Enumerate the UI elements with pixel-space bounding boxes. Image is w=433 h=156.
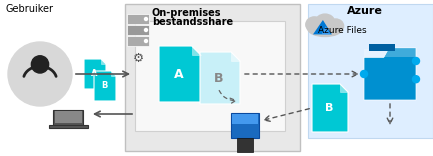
FancyBboxPatch shape <box>55 111 81 123</box>
Polygon shape <box>231 52 240 61</box>
Polygon shape <box>369 44 395 51</box>
Text: bestandsshare: bestandsshare <box>152 17 233 27</box>
FancyBboxPatch shape <box>48 125 87 128</box>
Polygon shape <box>200 52 240 104</box>
Text: Azure: Azure <box>347 6 383 16</box>
Text: On-premises: On-premises <box>152 8 222 18</box>
Circle shape <box>8 42 72 106</box>
Text: ⚙: ⚙ <box>132 52 144 65</box>
Circle shape <box>413 58 420 64</box>
Circle shape <box>413 76 420 83</box>
Text: A: A <box>174 68 184 80</box>
Ellipse shape <box>306 17 323 32</box>
Polygon shape <box>364 48 416 100</box>
FancyBboxPatch shape <box>231 113 259 138</box>
Circle shape <box>31 56 48 73</box>
Polygon shape <box>101 59 106 64</box>
FancyBboxPatch shape <box>53 110 83 125</box>
Text: A: A <box>91 70 97 78</box>
FancyBboxPatch shape <box>232 114 258 124</box>
Polygon shape <box>313 20 332 34</box>
Text: Azure Files: Azure Files <box>318 26 367 35</box>
FancyBboxPatch shape <box>308 4 433 138</box>
Polygon shape <box>111 71 116 76</box>
Polygon shape <box>340 84 348 92</box>
Text: B: B <box>214 71 224 85</box>
Polygon shape <box>94 71 116 101</box>
Polygon shape <box>84 59 106 89</box>
Text: B: B <box>325 103 333 113</box>
Ellipse shape <box>316 14 335 29</box>
Circle shape <box>145 29 148 32</box>
Circle shape <box>361 71 368 78</box>
FancyBboxPatch shape <box>236 138 253 152</box>
Ellipse shape <box>328 19 344 33</box>
Polygon shape <box>364 49 416 57</box>
FancyBboxPatch shape <box>127 36 149 46</box>
Ellipse shape <box>308 21 342 37</box>
FancyBboxPatch shape <box>125 4 300 151</box>
Polygon shape <box>192 46 201 55</box>
FancyBboxPatch shape <box>127 25 149 35</box>
FancyBboxPatch shape <box>135 21 285 131</box>
Polygon shape <box>322 26 330 34</box>
Circle shape <box>145 17 148 20</box>
FancyBboxPatch shape <box>127 14 149 24</box>
Polygon shape <box>159 46 201 102</box>
Polygon shape <box>312 84 348 132</box>
Text: B: B <box>101 81 107 90</box>
Text: Gebruiker: Gebruiker <box>5 4 53 14</box>
Circle shape <box>145 39 148 42</box>
